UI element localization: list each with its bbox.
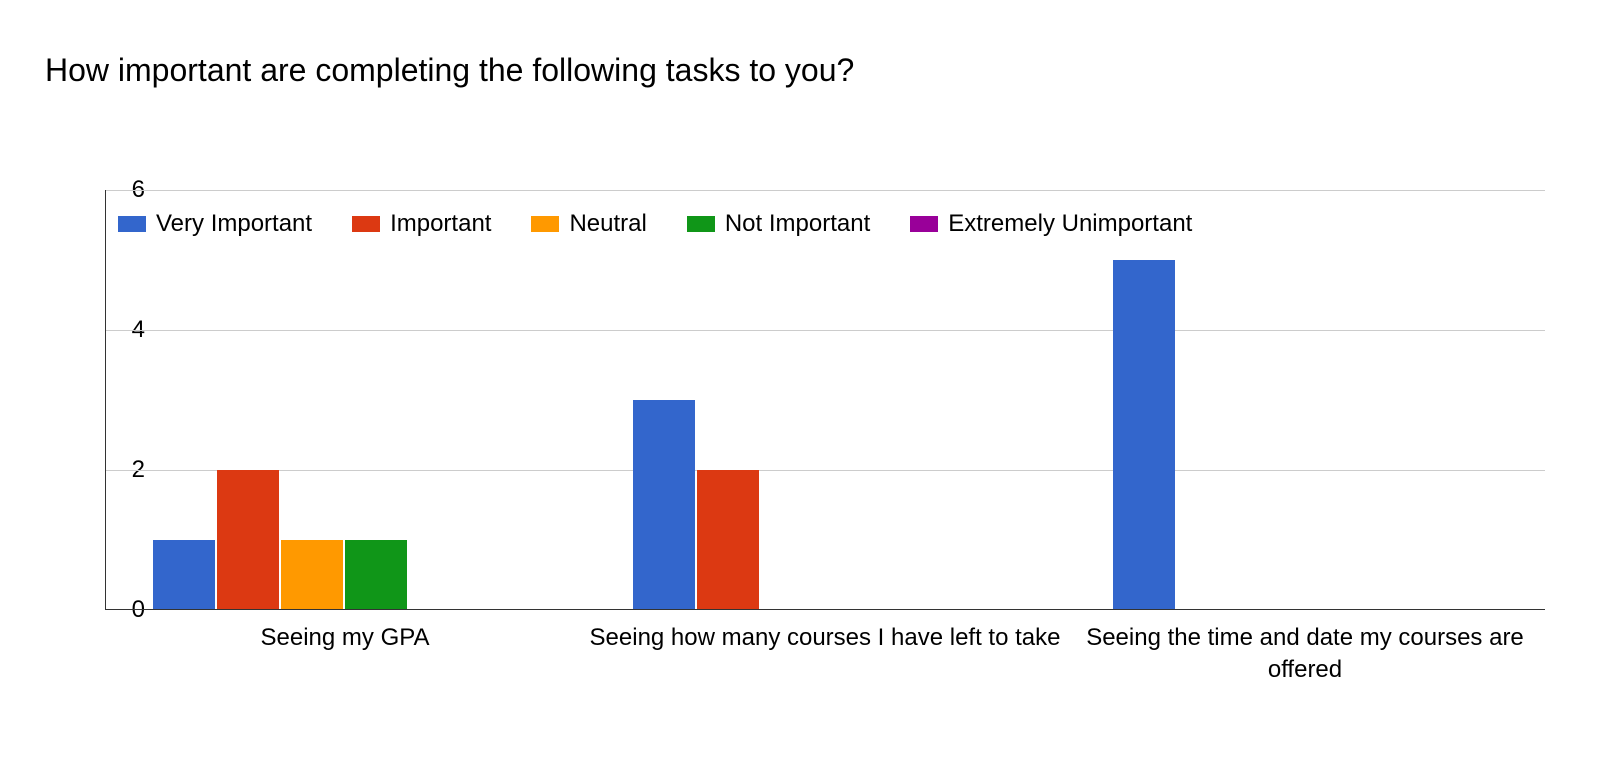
legend: Very Important Important Neutral Not Imp…	[118, 210, 1232, 238]
bar-c2-important	[697, 470, 759, 610]
gridline-4	[105, 330, 1545, 331]
legend-swatch-important	[352, 216, 380, 232]
bar-c2-very-important	[633, 400, 695, 610]
legend-item-extremely-unimportant: Extremely Unimportant	[910, 210, 1192, 238]
legend-swatch-not-important	[687, 216, 715, 232]
legend-label: Important	[390, 210, 491, 238]
x-axis	[105, 609, 1545, 610]
gridline-6	[105, 190, 1545, 191]
legend-label: Not Important	[725, 210, 870, 238]
xcat-2: Seeing how many courses I have left to t…	[585, 622, 1065, 654]
plot-area	[105, 190, 1545, 610]
gridline-2	[105, 470, 1545, 471]
legend-item-important: Important	[352, 210, 491, 238]
chart-title: How important are completing the followi…	[45, 52, 854, 89]
bar-c1-very-important	[153, 540, 215, 610]
legend-swatch-neutral	[531, 216, 559, 232]
chart-container: How important are completing the followi…	[0, 0, 1600, 783]
legend-item-very-important: Very Important	[118, 210, 312, 238]
legend-item-not-important: Not Important	[687, 210, 870, 238]
legend-swatch-very-important	[118, 216, 146, 232]
bar-c1-not-important	[345, 540, 407, 610]
bar-c1-important	[217, 470, 279, 610]
legend-item-neutral: Neutral	[531, 210, 646, 238]
xcat-1: Seeing my GPA	[105, 622, 585, 654]
legend-label: Extremely Unimportant	[948, 210, 1192, 238]
legend-swatch-extremely-unimportant	[910, 216, 938, 232]
legend-label: Very Important	[156, 210, 312, 238]
legend-label: Neutral	[569, 210, 646, 238]
y-axis	[105, 190, 106, 610]
bar-c1-neutral	[281, 540, 343, 610]
xcat-3: Seeing the time and date my courses are …	[1065, 622, 1545, 687]
bar-c3-very-important	[1113, 260, 1175, 610]
